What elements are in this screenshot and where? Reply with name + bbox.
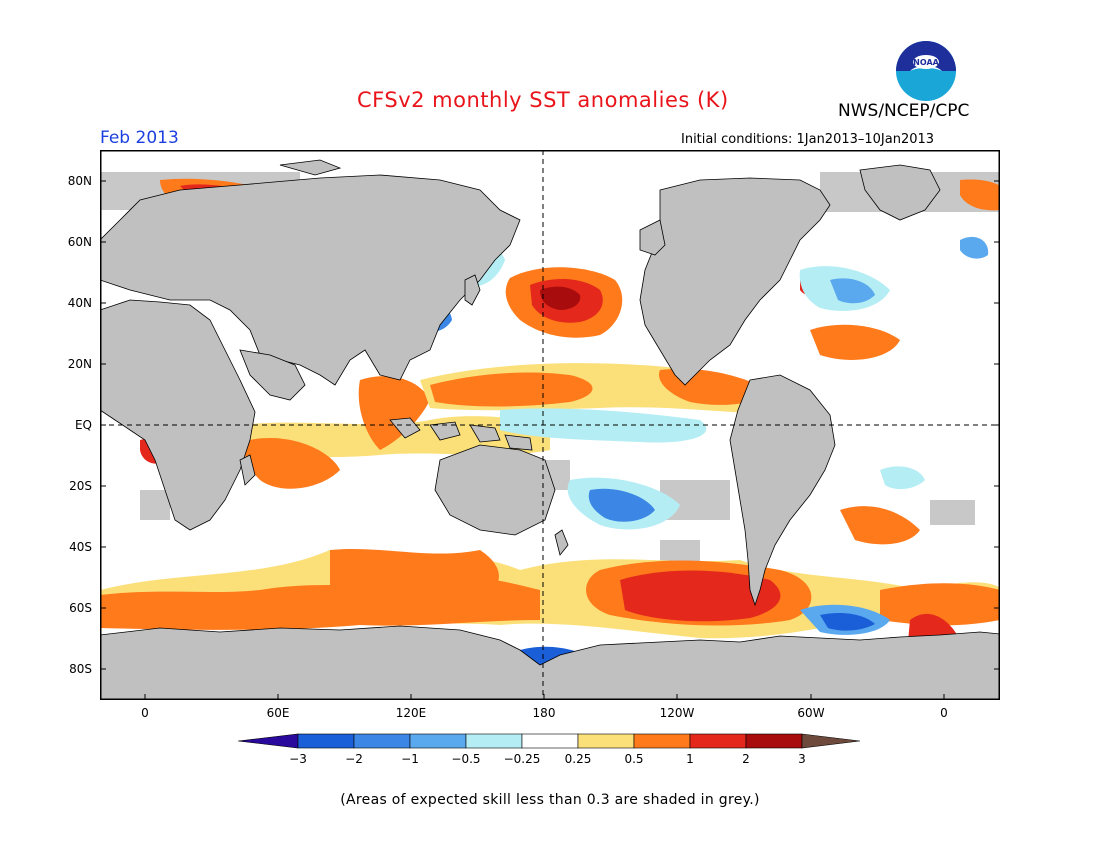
colorbar-label: −2 (345, 752, 363, 766)
colorbar-upper-arrow (801, 733, 861, 749)
lat-label-60s: 60S (69, 601, 92, 615)
colorbar-swatch (745, 733, 803, 749)
colorbar-label: 0.25 (564, 752, 592, 766)
sst-anomaly-map (100, 150, 1000, 700)
lon-label-120e: 120E (395, 706, 427, 720)
lat-label-20s: 20S (69, 479, 92, 493)
agency-label: NWS/NCEP/CPC (838, 101, 970, 121)
colorbar-swatch (297, 733, 355, 749)
lat-label-40s: 40S (69, 540, 92, 554)
lon-label-60w: 60W (797, 706, 825, 720)
map-title: CFSv2 monthly SST anomalies (K) (357, 88, 729, 112)
colorbar-swatch (353, 733, 411, 749)
colorbar-label: −0.5 (451, 752, 481, 766)
colorbar-swatch (409, 733, 467, 749)
lat-label-20n: 20N (67, 357, 92, 371)
lon-label-60e: 60E (266, 706, 290, 720)
colorbar-label: −3 (289, 752, 307, 766)
colorbar (238, 733, 861, 749)
colorbar-label: 2 (742, 752, 750, 766)
colorbar-swatch (577, 733, 635, 749)
lat-label-60n: 60N (67, 235, 92, 249)
noaa-logo-icon: NOAA (896, 41, 956, 101)
colorbar-lower-arrow (238, 733, 299, 749)
colorbar-swatch (521, 733, 579, 749)
colorbar-label: 3 (798, 752, 806, 766)
colorbar-label: 1 (686, 752, 694, 766)
logo-text: NOAA (913, 58, 939, 67)
lat-label-80n: 80N (67, 174, 92, 188)
colorbar-label: −1 (401, 752, 419, 766)
lat-label-eq: EQ (74, 418, 92, 432)
footnote: (Areas of expected skill less than 0.3 a… (340, 792, 760, 808)
colorbar-swatch (689, 733, 747, 749)
colorbar-swatch (465, 733, 523, 749)
land-masses (100, 159, 1000, 700)
lon-label-0: 0 (141, 706, 149, 720)
colorbar-label: 0.5 (624, 752, 644, 766)
lat-label-40n: 40N (67, 296, 92, 310)
lon-label-0-east: 0 (940, 706, 948, 720)
lon-label-120w: 120W (659, 706, 695, 720)
initial-conditions: Initial conditions: 1Jan2013–10Jan2013 (681, 132, 935, 147)
lon-label-180: 180 (532, 706, 556, 720)
colorbar-label: −0.25 (503, 752, 541, 766)
lat-label-80s: 80S (69, 662, 92, 676)
valid-month: Feb 2013 (100, 128, 179, 148)
map-frame (100, 150, 1000, 700)
colorbar-swatch (633, 733, 691, 749)
